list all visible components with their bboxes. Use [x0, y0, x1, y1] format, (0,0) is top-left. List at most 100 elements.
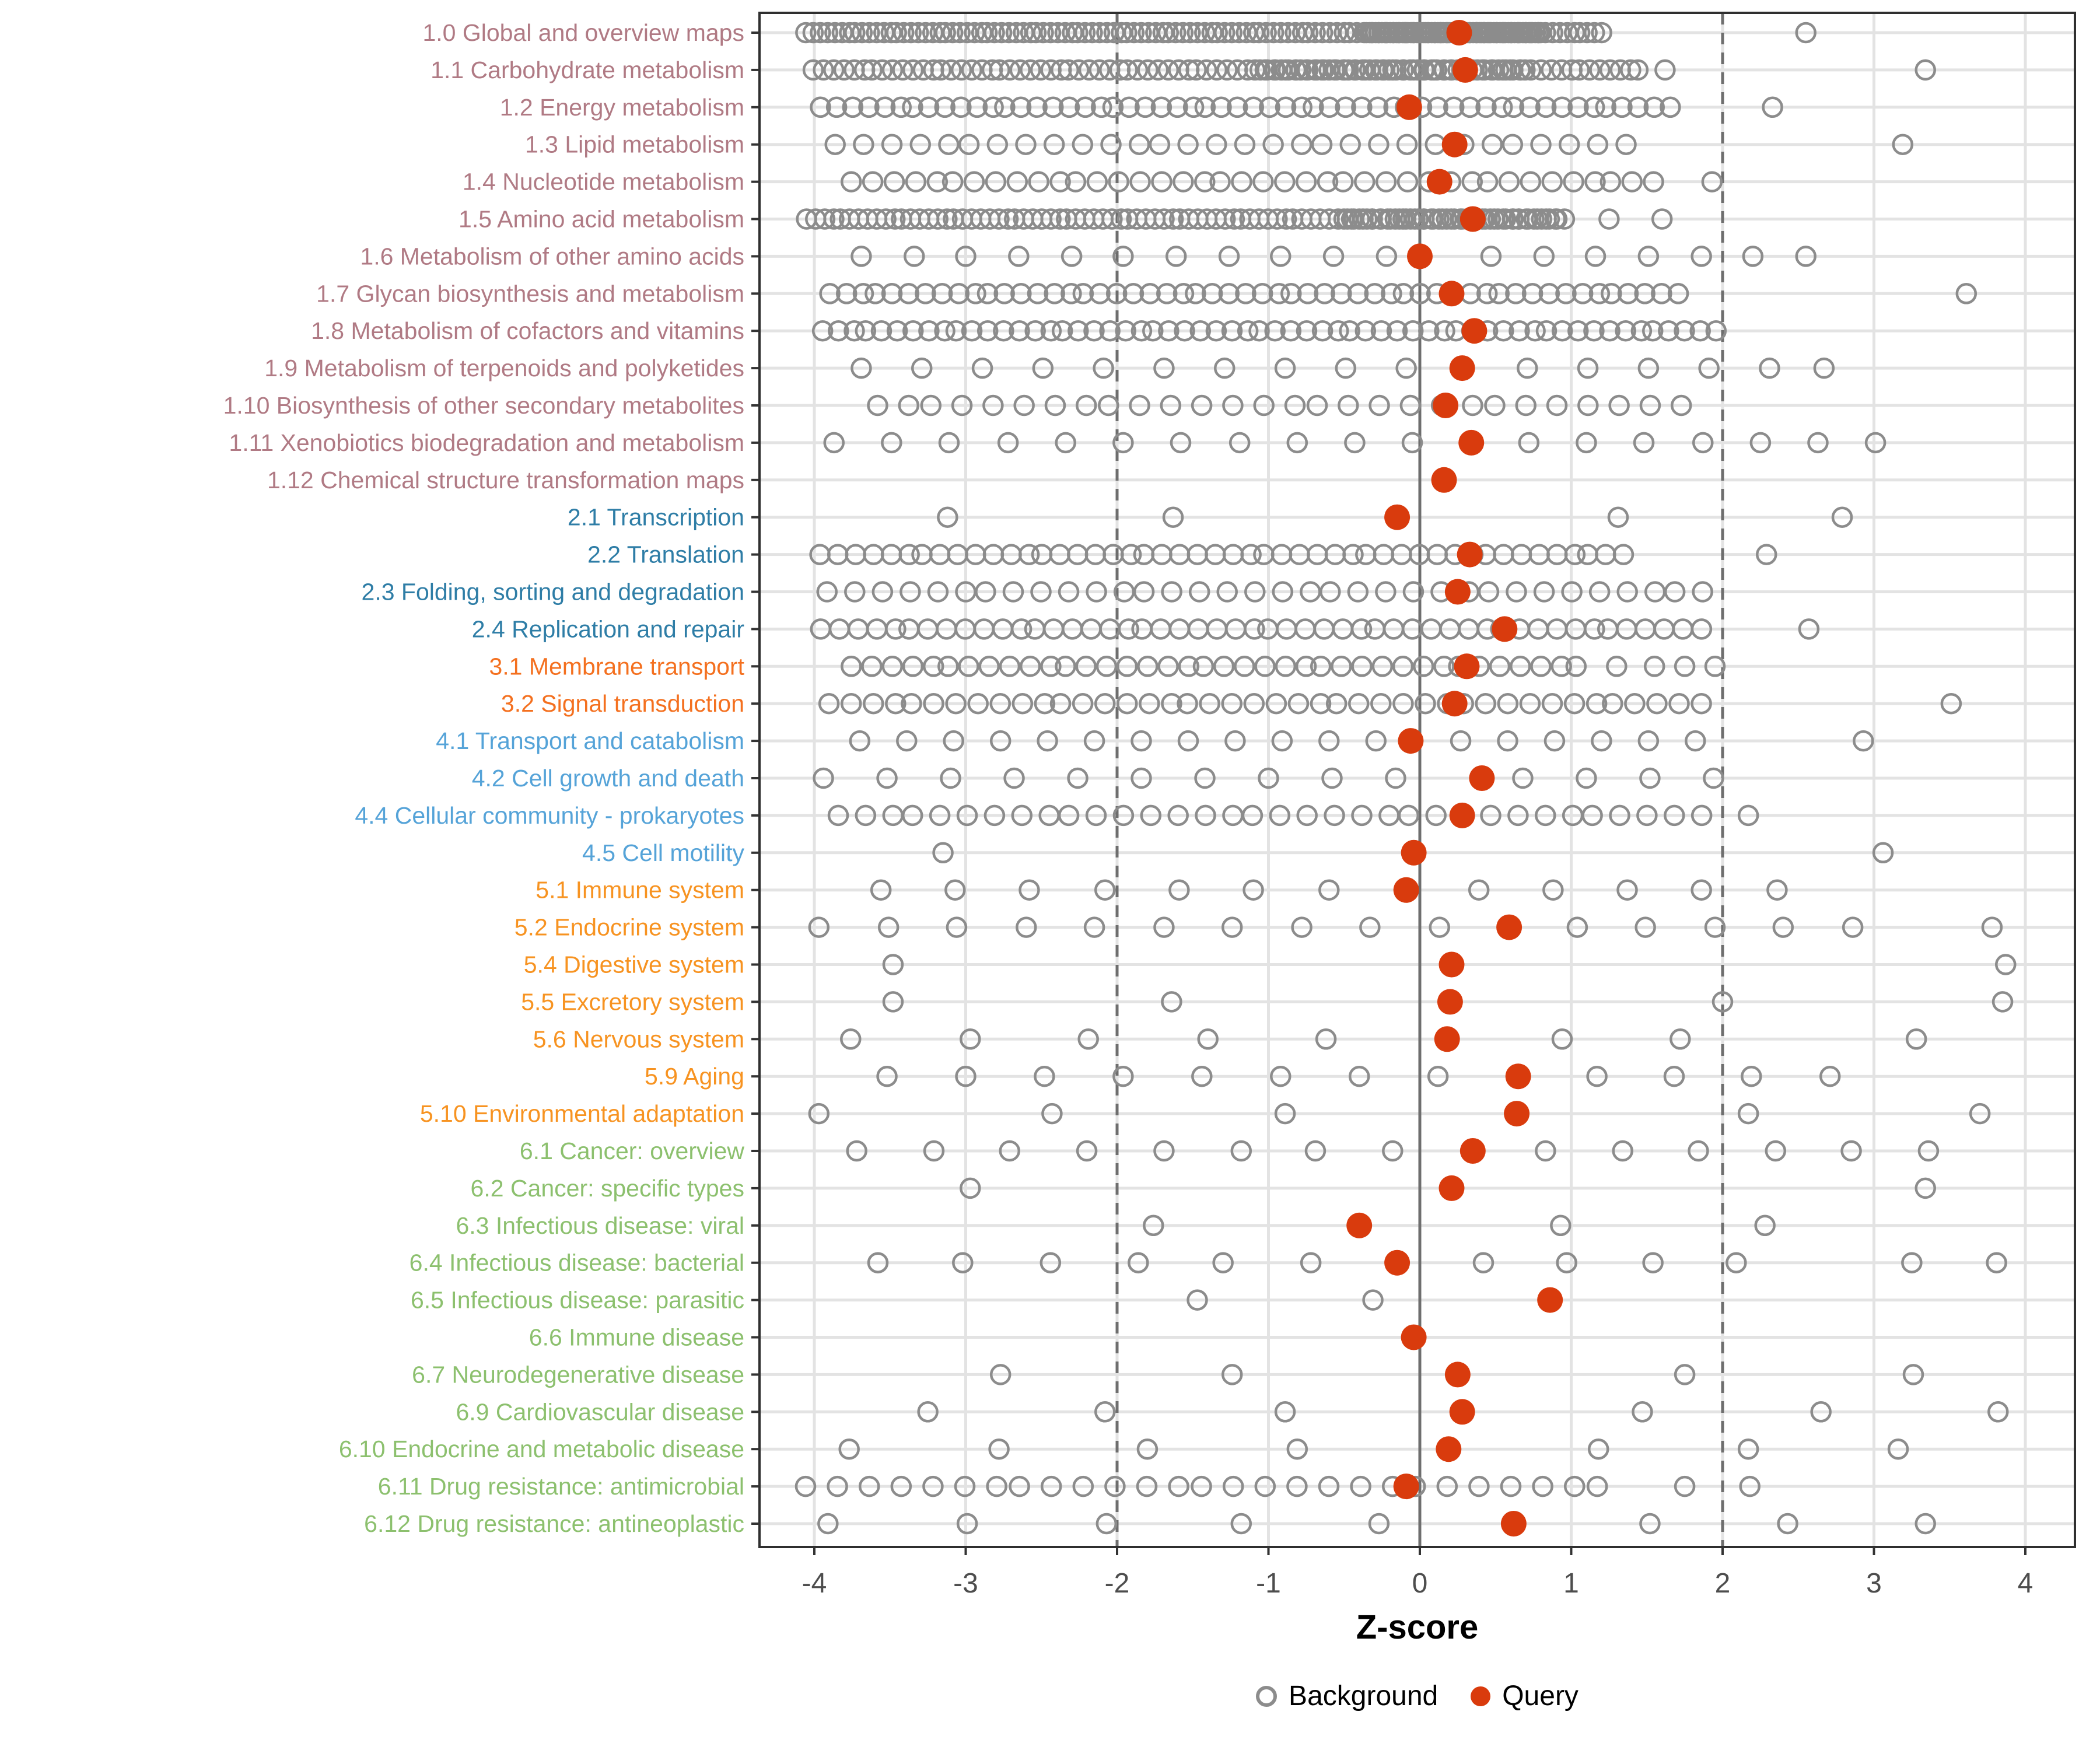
- background-point: [1030, 59, 1052, 81]
- background-point: [1112, 432, 1134, 454]
- background-point: [881, 283, 903, 304]
- background-point: [1110, 208, 1132, 230]
- background-point: [1040, 1252, 1062, 1273]
- background-point: [918, 96, 940, 118]
- background-point: [828, 320, 849, 342]
- background-point: [1567, 96, 1589, 118]
- query-point: [1449, 355, 1475, 382]
- background-point: [1010, 283, 1032, 304]
- background-point: [1737, 1102, 1759, 1125]
- background-point: [1395, 357, 1417, 379]
- background-point: [1581, 804, 1603, 827]
- background-point: [1520, 171, 1542, 192]
- background-point: [1180, 22, 1201, 44]
- y-axis-label: 6.7 Neurodegenerative disease: [412, 1361, 744, 1388]
- background-point: [971, 357, 993, 379]
- query-point: [1433, 393, 1459, 418]
- background-point: [1270, 246, 1292, 267]
- background-point: [1772, 916, 1794, 938]
- background-point: [956, 804, 978, 827]
- background-point: [1986, 1252, 2007, 1273]
- background-point: [1917, 1140, 1940, 1162]
- background-point: [1258, 767, 1279, 789]
- background-point: [1535, 804, 1556, 827]
- background-point: [1011, 804, 1033, 827]
- legend-item-background: Background: [1256, 1680, 1438, 1712]
- background-point: [1399, 208, 1422, 230]
- background-point: [1487, 208, 1509, 230]
- background-point: [1153, 1140, 1175, 1162]
- background-point: [1074, 96, 1096, 118]
- query-point: [1434, 1026, 1460, 1052]
- background-point: [1497, 692, 1519, 715]
- background-point: [1153, 916, 1175, 938]
- query-point: [1461, 318, 1488, 344]
- background-point: [1651, 283, 1672, 304]
- background-point: [989, 1364, 1012, 1385]
- background-point: [824, 134, 846, 155]
- background-point: [934, 320, 956, 342]
- background-point: [1368, 134, 1390, 155]
- query-point: [1446, 20, 1472, 46]
- background-point: [956, 1513, 978, 1535]
- background-point: [1311, 320, 1334, 342]
- background-point: [1116, 59, 1138, 81]
- background-point: [1318, 879, 1340, 901]
- background-point: [890, 96, 912, 118]
- background-point: [1915, 59, 1936, 81]
- background-point: [1096, 1513, 1118, 1535]
- background-point: [1436, 208, 1458, 230]
- background-point: [1213, 357, 1236, 379]
- background-point: [1262, 22, 1284, 44]
- background-point: [1739, 1475, 1760, 1497]
- background-point: [1157, 59, 1180, 81]
- background-point: [1213, 656, 1235, 677]
- background-point: [1488, 283, 1510, 304]
- background-point: [1634, 916, 1656, 938]
- background-point: [1112, 1065, 1134, 1087]
- background-point: [855, 320, 877, 342]
- y-axis-label: 5.9 Aging: [645, 1063, 744, 1090]
- background-point: [1842, 916, 1864, 938]
- background-point: [1189, 320, 1211, 342]
- background-point: [1295, 171, 1317, 192]
- background-point: [1310, 692, 1332, 715]
- background-point: [1274, 357, 1296, 379]
- background-point: [877, 916, 900, 938]
- background-point: [1591, 22, 1612, 44]
- background-point: [1280, 283, 1302, 304]
- background-point: [900, 22, 922, 44]
- background-point: [1003, 767, 1025, 789]
- background-point: [1137, 656, 1158, 677]
- background-point: [1807, 432, 1829, 454]
- query-point: [1469, 765, 1495, 791]
- background-point: [823, 432, 845, 454]
- background-point: [1116, 692, 1138, 715]
- background-point: [1083, 916, 1105, 938]
- y-axis-label: 6.4 Infectious disease: bacterial: [410, 1250, 744, 1276]
- background-point: [1777, 1513, 1798, 1535]
- background-point: [1100, 134, 1122, 155]
- background-point: [1484, 394, 1506, 416]
- background-point: [1243, 692, 1265, 715]
- background-point: [1093, 357, 1114, 379]
- background-point: [1241, 804, 1264, 827]
- background-point: [1523, 208, 1545, 230]
- background-point: [1586, 692, 1608, 715]
- background-point: [1443, 96, 1465, 118]
- background-point: [975, 581, 996, 603]
- background-point: [1915, 1177, 1936, 1199]
- background-point: [905, 171, 927, 192]
- background-point: [1304, 59, 1326, 81]
- background-point: [1218, 246, 1240, 267]
- background-point: [1502, 59, 1524, 81]
- background-point: [1386, 320, 1408, 342]
- background-point: [870, 879, 892, 901]
- background-point: [1576, 22, 1598, 44]
- background-point: [1274, 1102, 1296, 1125]
- background-point: [1116, 22, 1138, 44]
- background-point: [932, 842, 954, 864]
- background-point: [1377, 208, 1399, 230]
- background-point: [1168, 879, 1190, 901]
